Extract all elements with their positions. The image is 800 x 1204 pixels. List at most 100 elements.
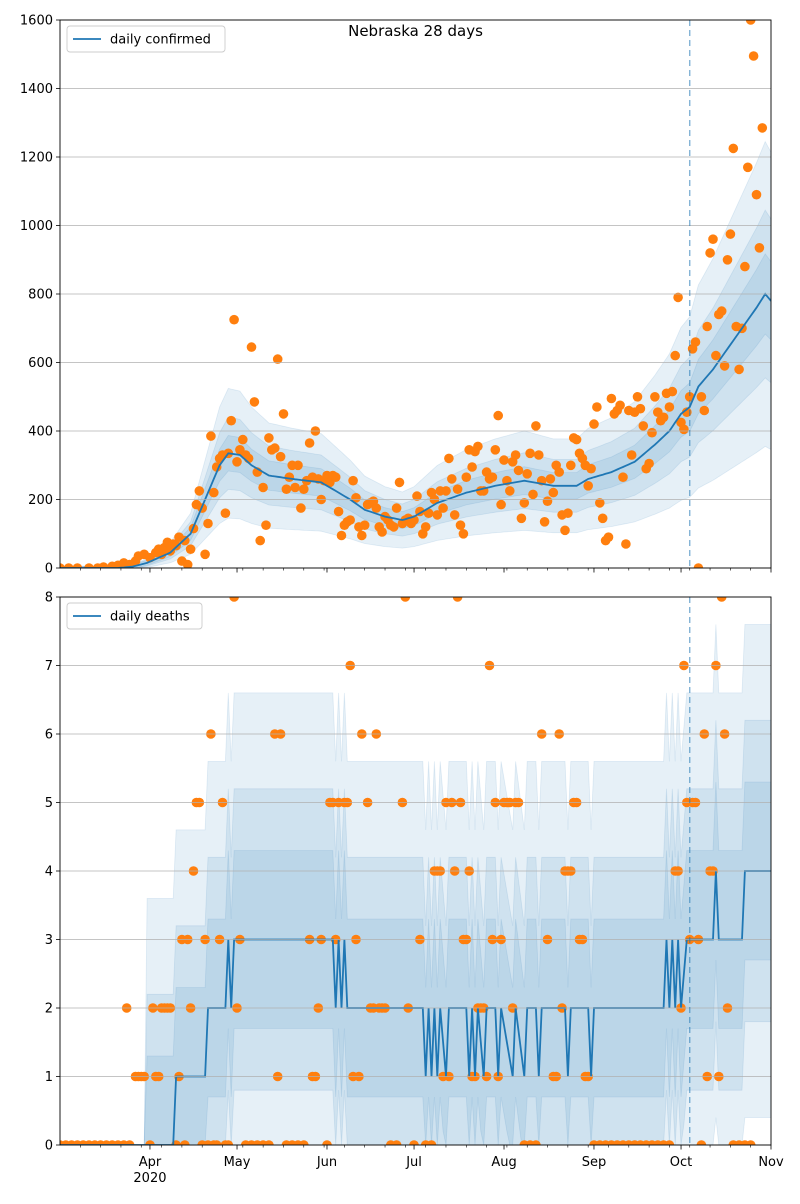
data-point	[412, 491, 422, 501]
data-point	[499, 455, 509, 465]
data-point	[539, 517, 550, 527]
data-point	[743, 162, 753, 173]
data-point	[211, 1140, 222, 1145]
data-point	[229, 314, 239, 325]
data-point	[725, 229, 736, 239]
data-point	[542, 496, 553, 507]
legend-label: daily confirmed	[110, 33, 211, 48]
data-point	[171, 540, 181, 551]
data-point	[359, 520, 370, 530]
data-point	[391, 1140, 402, 1145]
data-point	[589, 419, 599, 429]
legend-box	[66, 602, 203, 630]
data-point	[145, 1140, 155, 1145]
data-point	[278, 409, 289, 419]
x-tick-label: May	[224, 1155, 251, 1170]
data-point	[249, 397, 260, 407]
data-point	[229, 597, 239, 602]
data-point	[679, 424, 689, 435]
data-point	[638, 421, 649, 431]
data-point	[452, 484, 463, 495]
data-point	[60, 563, 65, 568]
data-point	[473, 441, 483, 452]
data-point	[711, 350, 721, 361]
data-point	[583, 481, 593, 491]
data-point	[203, 518, 213, 529]
y-tick-label: 5	[45, 796, 53, 811]
data-point	[84, 563, 94, 568]
data-point	[563, 508, 573, 518]
data-point	[98, 562, 109, 568]
data-point	[299, 484, 309, 495]
data-point	[650, 392, 660, 402]
data-point	[275, 451, 286, 462]
data-point	[322, 1140, 332, 1145]
data-point	[255, 535, 265, 546]
data-point	[528, 489, 538, 500]
y-tick-label: 8	[45, 591, 53, 606]
data-point	[693, 563, 704, 568]
data-point	[180, 1140, 190, 1145]
data-point	[716, 597, 727, 602]
data-point	[296, 503, 306, 513]
data-point	[757, 123, 768, 133]
data-point	[357, 530, 367, 541]
data-point	[734, 364, 744, 375]
plot-area	[60, 597, 771, 1145]
y-tick-label: 2	[45, 1002, 53, 1017]
data-point	[705, 248, 715, 258]
x-tick-label: Sep	[582, 1155, 607, 1170]
x-tick-label: Apr	[139, 1155, 162, 1170]
data-point	[716, 306, 727, 316]
data-point	[461, 472, 472, 483]
data-point	[226, 415, 236, 426]
x-tick-label: Nov	[758, 1155, 784, 1170]
y-tick-label: 6	[45, 728, 53, 743]
y-tick-label: 7	[45, 659, 53, 674]
data-point	[180, 535, 190, 546]
data-point	[345, 515, 356, 525]
data-point	[281, 484, 292, 495]
data-point	[458, 529, 469, 539]
data-point	[571, 434, 582, 445]
confirmed-panel: 0 200 400 600 800 1000 1200 1400 1600 Nebraska 28…	[20, 14, 772, 577]
data-point	[490, 445, 501, 455]
data-point	[748, 51, 759, 61]
data-point	[534, 450, 544, 460]
data-point	[696, 1140, 707, 1145]
data-point	[264, 1140, 274, 1145]
x-tick-label: Jun	[316, 1155, 337, 1170]
data-point	[592, 402, 602, 412]
y-tick-label: 600	[28, 356, 53, 371]
data-point	[200, 549, 210, 560]
data-point	[72, 563, 83, 568]
data-point	[185, 544, 196, 554]
data-point	[745, 1140, 756, 1145]
data-point	[513, 465, 524, 476]
data-point	[644, 458, 654, 469]
data-point	[348, 475, 358, 486]
data-point	[595, 498, 605, 508]
uncertainty-band	[60, 209, 771, 568]
data-point	[519, 498, 530, 508]
data-point	[426, 1140, 437, 1145]
data-point	[664, 1140, 675, 1145]
data-point	[745, 20, 756, 25]
data-point	[702, 321, 712, 332]
legend-label: daily deaths	[110, 610, 190, 625]
data-point	[554, 467, 564, 477]
data-point	[510, 450, 521, 460]
y-tick-label: 400	[28, 425, 53, 440]
data-point	[696, 392, 707, 402]
data-point	[664, 402, 675, 412]
y-tick-label: 0	[45, 562, 53, 577]
data-point	[258, 482, 268, 493]
data-point	[330, 472, 341, 483]
data-point	[708, 234, 718, 244]
data-point	[635, 403, 646, 414]
y-tick-label: 800	[28, 288, 53, 303]
data-point	[632, 392, 643, 402]
data-point	[438, 503, 448, 513]
data-point	[377, 527, 387, 537]
